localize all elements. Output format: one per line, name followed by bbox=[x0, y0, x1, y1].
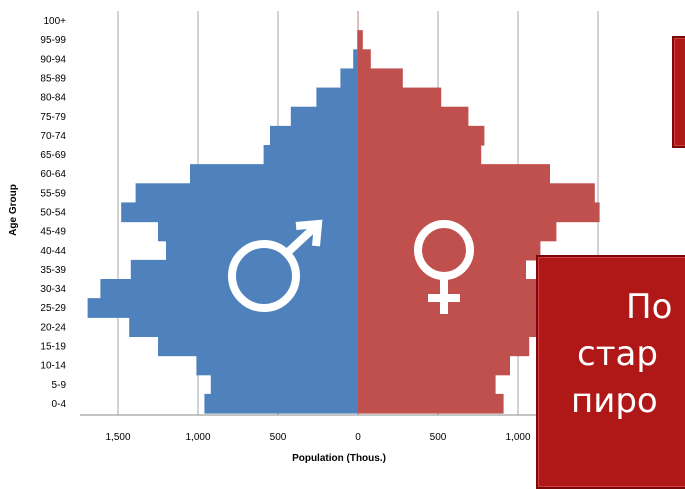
x-tick-label: 1,000 bbox=[185, 432, 210, 443]
female-bar-65-69 bbox=[358, 145, 481, 165]
y-tick-label: 5-9 bbox=[52, 380, 67, 391]
y-tick-label: 20-24 bbox=[40, 322, 66, 333]
female-bar-80-84 bbox=[358, 88, 441, 108]
female-bar-50-54 bbox=[358, 202, 600, 222]
y-tick-label: 30-34 bbox=[40, 284, 66, 295]
y-tick-label: 45-49 bbox=[40, 227, 66, 238]
male-bar-90-94 bbox=[353, 49, 358, 69]
y-tick-labels: 0-4 5-9 10-14 15-19 20-24 25-29 30-34 35-39 40-4… bbox=[40, 16, 66, 410]
male-bar-35-39 bbox=[131, 260, 358, 280]
male-bar-10-14 bbox=[196, 356, 358, 376]
y-tick-label: 35-39 bbox=[40, 265, 66, 276]
female-bar-10-14 bbox=[358, 356, 510, 376]
male-bar-45-49 bbox=[158, 222, 358, 242]
female-bar-95-99 bbox=[358, 30, 363, 50]
female-bar-70-74 bbox=[358, 126, 484, 146]
y-tick-label: 85-89 bbox=[40, 74, 66, 85]
y-tick-label: 40-44 bbox=[40, 246, 66, 257]
y-tick-label: 50-54 bbox=[40, 208, 66, 219]
male-bar-95-99 bbox=[357, 30, 358, 50]
male-bar-25-29 bbox=[88, 298, 358, 318]
male-bar-55-59 bbox=[136, 183, 358, 203]
female-bar-60-64 bbox=[358, 164, 550, 184]
x-tick-labels: 1,500 1,000 500 0 500 1,000 bbox=[105, 432, 530, 443]
male-bar-50-54 bbox=[121, 202, 358, 222]
y-tick-label: 15-19 bbox=[40, 342, 66, 353]
y-axis-title: Age Group bbox=[8, 184, 19, 236]
male-bar-70-74 bbox=[270, 126, 358, 146]
female-bar-90-94 bbox=[358, 49, 371, 69]
y-tick-label: 60-64 bbox=[40, 169, 66, 180]
male-bars bbox=[88, 11, 358, 414]
female-bar-20-24 bbox=[358, 317, 542, 337]
male-bar-5-9 bbox=[211, 375, 358, 395]
male-bar-60-64 bbox=[190, 164, 358, 184]
y-tick-label: 0-4 bbox=[52, 399, 67, 410]
overlay-line-3: пиро bbox=[571, 380, 658, 422]
female-bar-0-4 bbox=[358, 394, 504, 414]
y-tick-label: 95-99 bbox=[40, 35, 66, 46]
male-bar-85-89 bbox=[340, 68, 358, 88]
overlay-box-small bbox=[672, 36, 685, 148]
male-bar-75-79 bbox=[291, 107, 358, 127]
male-bar-0-4 bbox=[204, 394, 358, 414]
y-tick-label: 70-74 bbox=[40, 131, 66, 142]
x-tick-label: 1,000 bbox=[505, 432, 530, 443]
male-bar-65-69 bbox=[264, 145, 358, 165]
female-bar-5-9 bbox=[358, 375, 496, 395]
overlay-line-2: стар bbox=[577, 333, 658, 375]
female-bar-85-89 bbox=[358, 68, 403, 88]
female-bar-15-19 bbox=[358, 336, 529, 356]
y-tick-label: 65-69 bbox=[40, 150, 66, 161]
y-tick-label: 75-79 bbox=[40, 112, 66, 123]
overlay-line-1: По bbox=[626, 286, 672, 328]
y-tick-label: 10-14 bbox=[40, 361, 66, 372]
male-bar-15-19 bbox=[158, 336, 358, 356]
x-axis-title: Population (Thous.) bbox=[292, 453, 386, 464]
y-tick-label: 55-59 bbox=[40, 188, 66, 199]
female-bar-75-79 bbox=[358, 107, 468, 127]
male-bar-80-84 bbox=[316, 88, 358, 108]
female-bar-40-44 bbox=[358, 241, 540, 261]
y-tick-label: 80-84 bbox=[40, 93, 66, 104]
x-tick-label: 1,500 bbox=[105, 432, 130, 443]
x-tick-label: 500 bbox=[430, 432, 447, 443]
male-bar-20-24 bbox=[129, 317, 358, 337]
y-tick-label: 25-29 bbox=[40, 303, 66, 314]
y-tick-label: 90-94 bbox=[40, 54, 66, 65]
x-tick-label: 0 bbox=[355, 432, 361, 443]
x-tick-label: 500 bbox=[270, 432, 287, 443]
y-tick-label: 100+ bbox=[43, 16, 66, 27]
female-bar-55-59 bbox=[358, 183, 595, 203]
